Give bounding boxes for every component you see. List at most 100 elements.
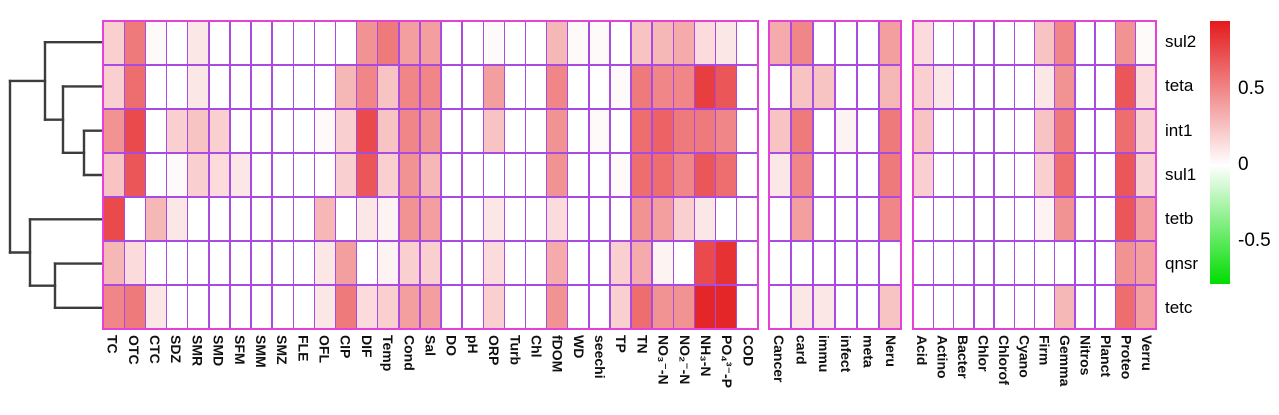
heatmap-cell — [857, 109, 879, 153]
heatmap-cell — [994, 285, 1014, 328]
heatmap-cell — [835, 241, 857, 285]
heatmap-cell — [441, 22, 462, 65]
colorbar — [1210, 21, 1230, 284]
heatmap-cell — [167, 65, 187, 109]
column-label-seechi: seechi — [592, 335, 609, 379]
heatmap-cell — [1095, 22, 1115, 65]
column-label-do: DO — [443, 335, 460, 356]
heatmap-cell — [167, 109, 187, 153]
column-label-meta: meta — [860, 335, 877, 368]
heatmap-cell — [1116, 109, 1135, 153]
heatmap-cell — [399, 65, 420, 109]
heatmap-cell — [399, 22, 420, 65]
heatmap-cell — [336, 197, 356, 241]
heatmap-cell — [1035, 285, 1054, 328]
heatmap-cell — [974, 197, 994, 241]
heatmap-cell — [770, 22, 791, 65]
column-label-tc: TC — [104, 335, 121, 354]
heatmap-cell — [652, 197, 673, 241]
heatmap-block-environment-antibiotics — [102, 20, 759, 330]
heatmap-cell — [954, 285, 974, 328]
heatmap-cell — [315, 153, 335, 197]
heatmap-cell — [1015, 153, 1034, 197]
heatmap-cell — [857, 65, 879, 109]
heatmap-cell — [294, 22, 314, 65]
heatmap-cell — [695, 285, 715, 328]
heatmap-cell — [125, 109, 145, 153]
heatmap-cell — [1075, 109, 1095, 153]
heatmap-cell — [813, 153, 835, 197]
heatmap-cell — [294, 241, 314, 285]
heatmap-cell — [104, 241, 124, 285]
column-label-infect: infect — [838, 335, 855, 373]
heatmap-cell — [791, 109, 813, 153]
heatmap-cell — [652, 22, 673, 65]
heatmap-cell — [1075, 197, 1095, 241]
column-label-card: card — [793, 335, 810, 365]
heatmap-cell — [1116, 22, 1135, 65]
heatmap-cell — [357, 285, 377, 328]
heatmap-cell — [1035, 153, 1054, 197]
heatmap-cell — [695, 197, 715, 241]
heatmap-cell — [399, 153, 420, 197]
heatmap-cell — [791, 22, 813, 65]
column-label-immu: immu — [815, 335, 832, 373]
column-label-sfm: SFM — [231, 335, 248, 365]
heatmap-cell — [610, 197, 631, 241]
heatmap-cell — [357, 153, 377, 197]
heatmap-cell — [1035, 109, 1054, 153]
heatmap-cell — [770, 109, 791, 153]
heatmap-cell — [770, 65, 791, 109]
heatmap-cell — [209, 22, 230, 65]
heatmap-cell — [994, 241, 1014, 285]
heatmap-cell — [568, 109, 589, 153]
heatmap-cell — [526, 22, 546, 65]
heatmap-cell — [791, 197, 813, 241]
heatmap-cell — [1055, 22, 1075, 65]
column-label-nhn: NH₃-N — [698, 335, 715, 377]
heatmap-cell — [589, 153, 610, 197]
heatmap-cell — [652, 109, 673, 153]
heatmap-cell — [272, 153, 293, 197]
heatmap-cell — [934, 197, 953, 241]
heatmap-cell — [695, 109, 715, 153]
heatmap-cell — [441, 241, 462, 285]
heatmap-cell — [104, 197, 124, 241]
heatmap-cell — [737, 109, 757, 153]
column-label-ofl: OFL — [316, 335, 333, 363]
column-label-smz: SMZ — [274, 335, 291, 365]
heatmap-cell — [547, 197, 567, 241]
row-label-sul1: sul1 — [1165, 165, 1197, 184]
heatmap-cell — [272, 65, 293, 109]
heatmap-cell — [1136, 241, 1155, 285]
heatmap-cell — [441, 285, 462, 328]
heatmap-cell — [505, 197, 525, 241]
heatmap-cell — [934, 109, 953, 153]
heatmap-cell — [378, 153, 399, 197]
column-label-gemma: Gemma — [1057, 335, 1074, 387]
heatmap-cell — [167, 22, 187, 65]
heatmap-cell — [378, 285, 399, 328]
heatmap-cell — [974, 153, 994, 197]
heatmap-cell — [230, 241, 251, 285]
heatmap-cell — [294, 65, 314, 109]
heatmap-cell — [770, 285, 791, 328]
column-label-sal: Sal — [422, 335, 439, 357]
column-label-fdom: fDOM — [549, 335, 566, 373]
heatmap-cell — [631, 65, 652, 109]
heatmap-cell — [526, 65, 546, 109]
heatmap-cell — [914, 22, 933, 65]
heatmap-cell — [547, 285, 567, 328]
heatmap-cell — [1136, 22, 1155, 65]
heatmap-cell — [954, 109, 974, 153]
heatmap-cell — [813, 241, 835, 285]
column-label-wd: WD — [570, 335, 587, 359]
heatmap-cell — [914, 241, 933, 285]
heatmap-cell — [188, 285, 209, 328]
heatmap-cell — [674, 241, 694, 285]
heatmap-cell — [934, 22, 953, 65]
heatmap-cell — [914, 109, 933, 153]
heatmap-cell — [994, 197, 1014, 241]
heatmap-cell — [1075, 153, 1095, 197]
heatmap-cell — [1136, 197, 1155, 241]
